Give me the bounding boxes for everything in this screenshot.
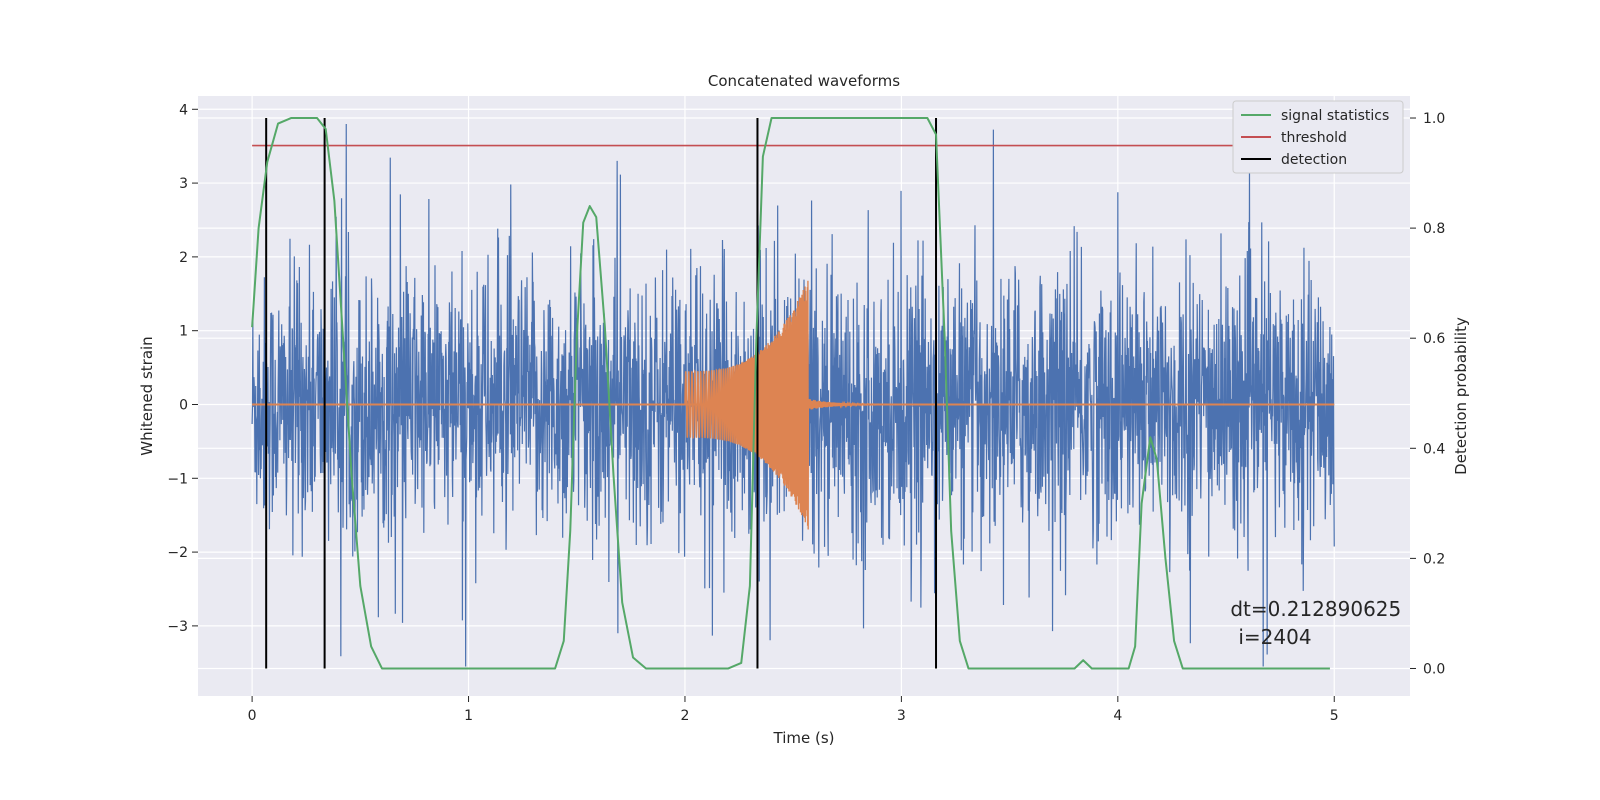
legend-label: detection: [1281, 152, 1347, 168]
y-left-tick-label: −1: [167, 471, 188, 487]
y-right-tick-label: 0.8: [1423, 221, 1445, 237]
x-tick-label: 0: [248, 708, 257, 724]
y-left-tick-label: −2: [167, 545, 188, 561]
x-tick-label: 2: [681, 708, 690, 724]
waveform-series: [252, 280, 1335, 530]
y-left-tick-label: 4: [179, 102, 188, 118]
legend-box: [1232, 100, 1404, 174]
waveform-ringdown: [807, 398, 906, 410]
right-axis-ticks: 0.0 0.2 0.4 0.6 0.8 1.0: [1410, 111, 1445, 677]
y-right-tick-label: 0.6: [1423, 331, 1445, 347]
signal-statistics-line: [251, 117, 1330, 670]
x-axis-label: Time (s): [773, 729, 835, 747]
y-right-tick-label: 0.2: [1423, 551, 1445, 567]
detection-series: [265, 118, 938, 669]
signal-statistics-series: [251, 117, 1330, 670]
y-axis-right-label: Detection probability: [1452, 317, 1470, 475]
x-axis-ticks: 0 1 2 3 4 5: [248, 696, 1339, 724]
y-left-tick-label: 2: [179, 250, 188, 266]
chart-title: Concatenated waveforms: [708, 72, 900, 90]
waveform-chirp: [684, 280, 810, 530]
y-axis-left-label: Whitened strain: [138, 336, 156, 455]
y-left-tick-label: −3: [167, 619, 188, 635]
y-right-tick-label: 0.4: [1423, 441, 1445, 457]
annotation: dt=0.212890625 i=2404: [1230, 597, 1401, 649]
x-tick-label: 4: [1113, 708, 1122, 724]
y-left-tick-label: 1: [179, 324, 188, 340]
x-tick-label: 1: [464, 708, 473, 724]
legend-label: signal statistics: [1281, 108, 1389, 124]
y-right-tick-label: 0.0: [1423, 661, 1445, 677]
y-right-tick-label: 1.0: [1423, 111, 1445, 127]
x-tick-label: 3: [897, 708, 906, 724]
left-axis-ticks: −3 −2 −1 0 1 2 3 4: [167, 102, 198, 635]
x-tick-label: 5: [1330, 708, 1339, 724]
y-left-tick-label: 3: [179, 176, 188, 192]
annotation-i: i=2404: [1238, 625, 1311, 649]
legend-label: threshold: [1281, 130, 1347, 146]
annotation-dt: dt=0.212890625: [1230, 597, 1401, 621]
legend: signal statistics threshold detection: [1232, 100, 1404, 174]
y-left-tick-label: 0: [179, 397, 188, 413]
